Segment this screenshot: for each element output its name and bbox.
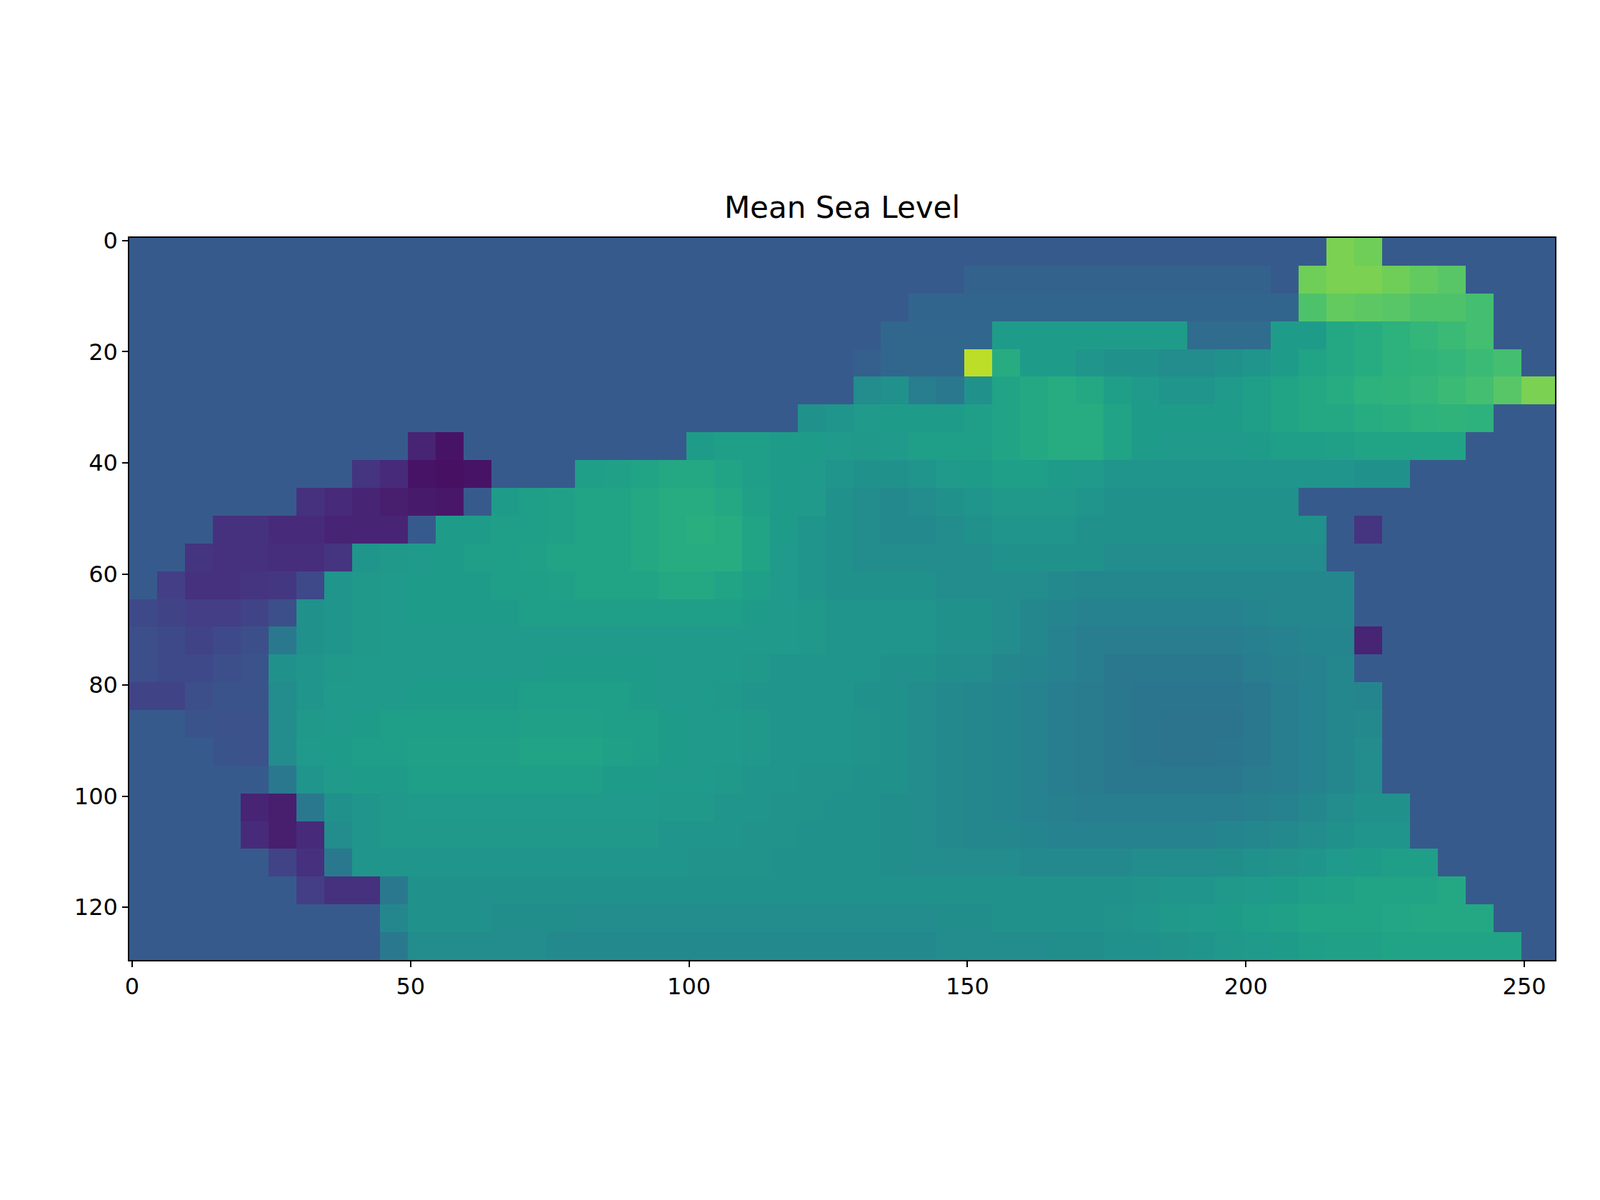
- svg-text:150: 150: [945, 972, 990, 1000]
- svg-text:100: 100: [667, 972, 711, 1000]
- svg-text:120: 120: [74, 893, 118, 921]
- svg-text:60: 60: [88, 560, 118, 588]
- svg-text:0: 0: [125, 972, 140, 1000]
- svg-text:250: 250: [1502, 972, 1547, 1000]
- svg-text:100: 100: [74, 782, 118, 810]
- svg-text:40: 40: [88, 449, 118, 477]
- svg-text:200: 200: [1224, 972, 1268, 1000]
- svg-text:0: 0: [102, 227, 118, 255]
- svg-text:80: 80: [88, 671, 118, 699]
- svg-text:50: 50: [395, 972, 425, 1000]
- svg-text:20: 20: [88, 338, 118, 366]
- svg-text:Mean Sea Level: Mean Sea Level: [724, 190, 960, 225]
